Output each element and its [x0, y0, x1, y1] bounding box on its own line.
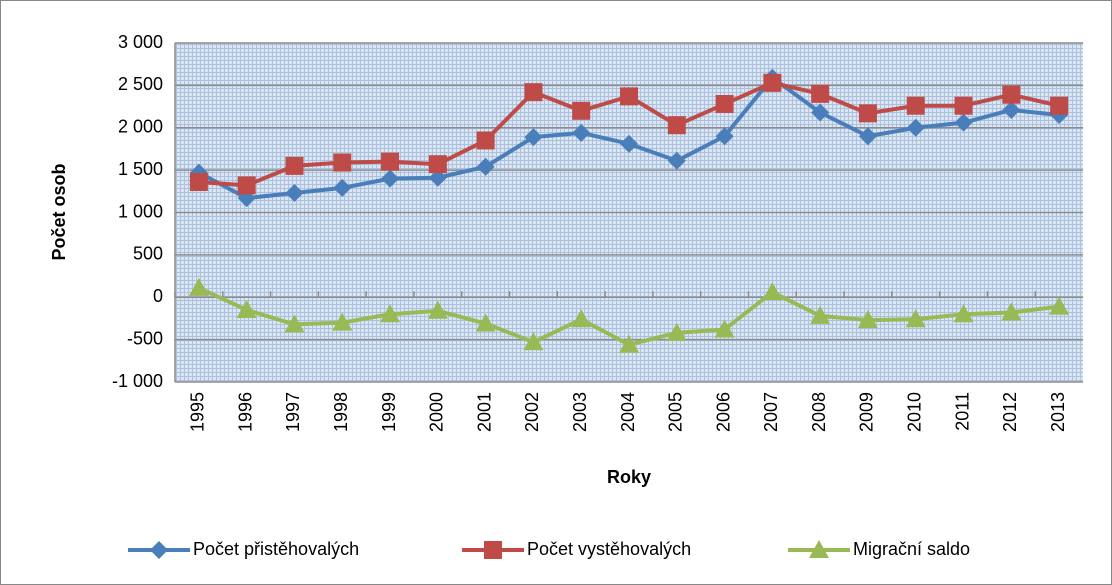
data-point	[571, 309, 592, 328]
x-tick-label: 1997	[283, 392, 303, 432]
data-point	[667, 151, 686, 170]
data-point	[810, 305, 831, 324]
y-tick-label: 3 000	[118, 32, 163, 52]
data-point	[427, 300, 448, 319]
data-point	[954, 96, 973, 115]
data-point	[1049, 296, 1070, 315]
y-tick-label: -500	[127, 328, 163, 348]
data-point	[428, 168, 447, 187]
data-point	[619, 334, 639, 353]
data-point	[715, 127, 734, 146]
y-tick-label: 500	[133, 244, 163, 264]
data-point	[1001, 302, 1022, 321]
data-point	[333, 178, 352, 197]
data-point	[476, 131, 495, 150]
data-point	[1002, 85, 1021, 104]
data-point	[188, 277, 209, 296]
data-point	[906, 118, 925, 137]
y-axis-title: Počet osob	[49, 163, 69, 260]
x-tick-label: 2007	[761, 392, 781, 432]
legend-marker	[484, 541, 502, 559]
data-point	[954, 113, 973, 132]
data-point	[1050, 96, 1069, 115]
data-point	[620, 134, 638, 153]
y-tick-label: 1 000	[118, 201, 163, 221]
data-point	[428, 155, 447, 174]
x-tick-label: 1998	[331, 392, 351, 432]
x-tick-label: 1995	[188, 392, 208, 432]
data-point	[381, 152, 400, 171]
x-tick-label: 2005	[666, 392, 686, 432]
data-point	[332, 312, 353, 331]
y-tick-label: 2 000	[118, 117, 163, 137]
data-point	[620, 87, 638, 106]
data-point	[476, 157, 495, 176]
data-point	[763, 73, 782, 92]
data-point	[1002, 100, 1021, 119]
legend-label: Počet přistěhovalých	[193, 539, 359, 559]
data-point	[285, 184, 304, 203]
data-point	[572, 101, 591, 120]
data-point	[237, 176, 256, 195]
data-point	[285, 156, 304, 175]
data-point	[906, 96, 925, 115]
data-point	[857, 310, 878, 329]
data-point	[714, 319, 735, 338]
y-tick-label: -1 000	[112, 371, 163, 391]
data-point	[381, 169, 400, 188]
y-tick-label: 1 500	[118, 159, 163, 179]
data-point	[524, 128, 543, 147]
data-point	[715, 95, 734, 114]
data-point	[572, 123, 591, 142]
data-point	[189, 172, 208, 191]
x-tick-label: 2000	[427, 392, 447, 432]
data-point	[524, 83, 543, 102]
legend-marker	[150, 541, 168, 559]
x-tick-label: 2012	[1000, 392, 1020, 432]
data-point	[380, 304, 401, 323]
data-point	[236, 299, 257, 318]
x-axis-title: Roky	[607, 467, 651, 487]
data-point	[905, 309, 926, 328]
x-tick-label: 2004	[618, 392, 638, 432]
x-tick-label: 1996	[235, 392, 255, 432]
y-tick-label: 2 500	[118, 74, 163, 94]
data-point	[475, 313, 496, 332]
x-tick-label: 2013	[1048, 392, 1068, 432]
x-tick-label: 2002	[522, 392, 542, 432]
y-tick-label: 0	[153, 286, 163, 306]
x-tick-label: 2006	[713, 392, 733, 432]
data-point	[953, 304, 974, 323]
data-point	[284, 314, 305, 333]
data-point	[811, 84, 830, 103]
x-tick-label: 2008	[809, 392, 829, 432]
data-point	[666, 322, 687, 341]
data-point	[333, 153, 352, 172]
data-point	[523, 332, 544, 351]
x-tick-label: 2009	[857, 392, 877, 432]
data-point	[811, 103, 830, 122]
data-point	[858, 104, 877, 123]
legend-marker	[809, 540, 829, 558]
legend-label: Migrační saldo	[853, 539, 970, 559]
data-point	[667, 116, 686, 135]
x-tick-label: 1999	[379, 392, 399, 432]
data-point	[762, 282, 783, 301]
x-tick-label: 2001	[474, 392, 494, 432]
data-point	[858, 127, 877, 146]
x-tick-label: 2010	[904, 392, 924, 432]
x-tick-label: 2003	[570, 392, 590, 432]
x-tick-label: 2011	[952, 392, 972, 431]
legend-label: Počet vystěhovalých	[527, 539, 691, 559]
